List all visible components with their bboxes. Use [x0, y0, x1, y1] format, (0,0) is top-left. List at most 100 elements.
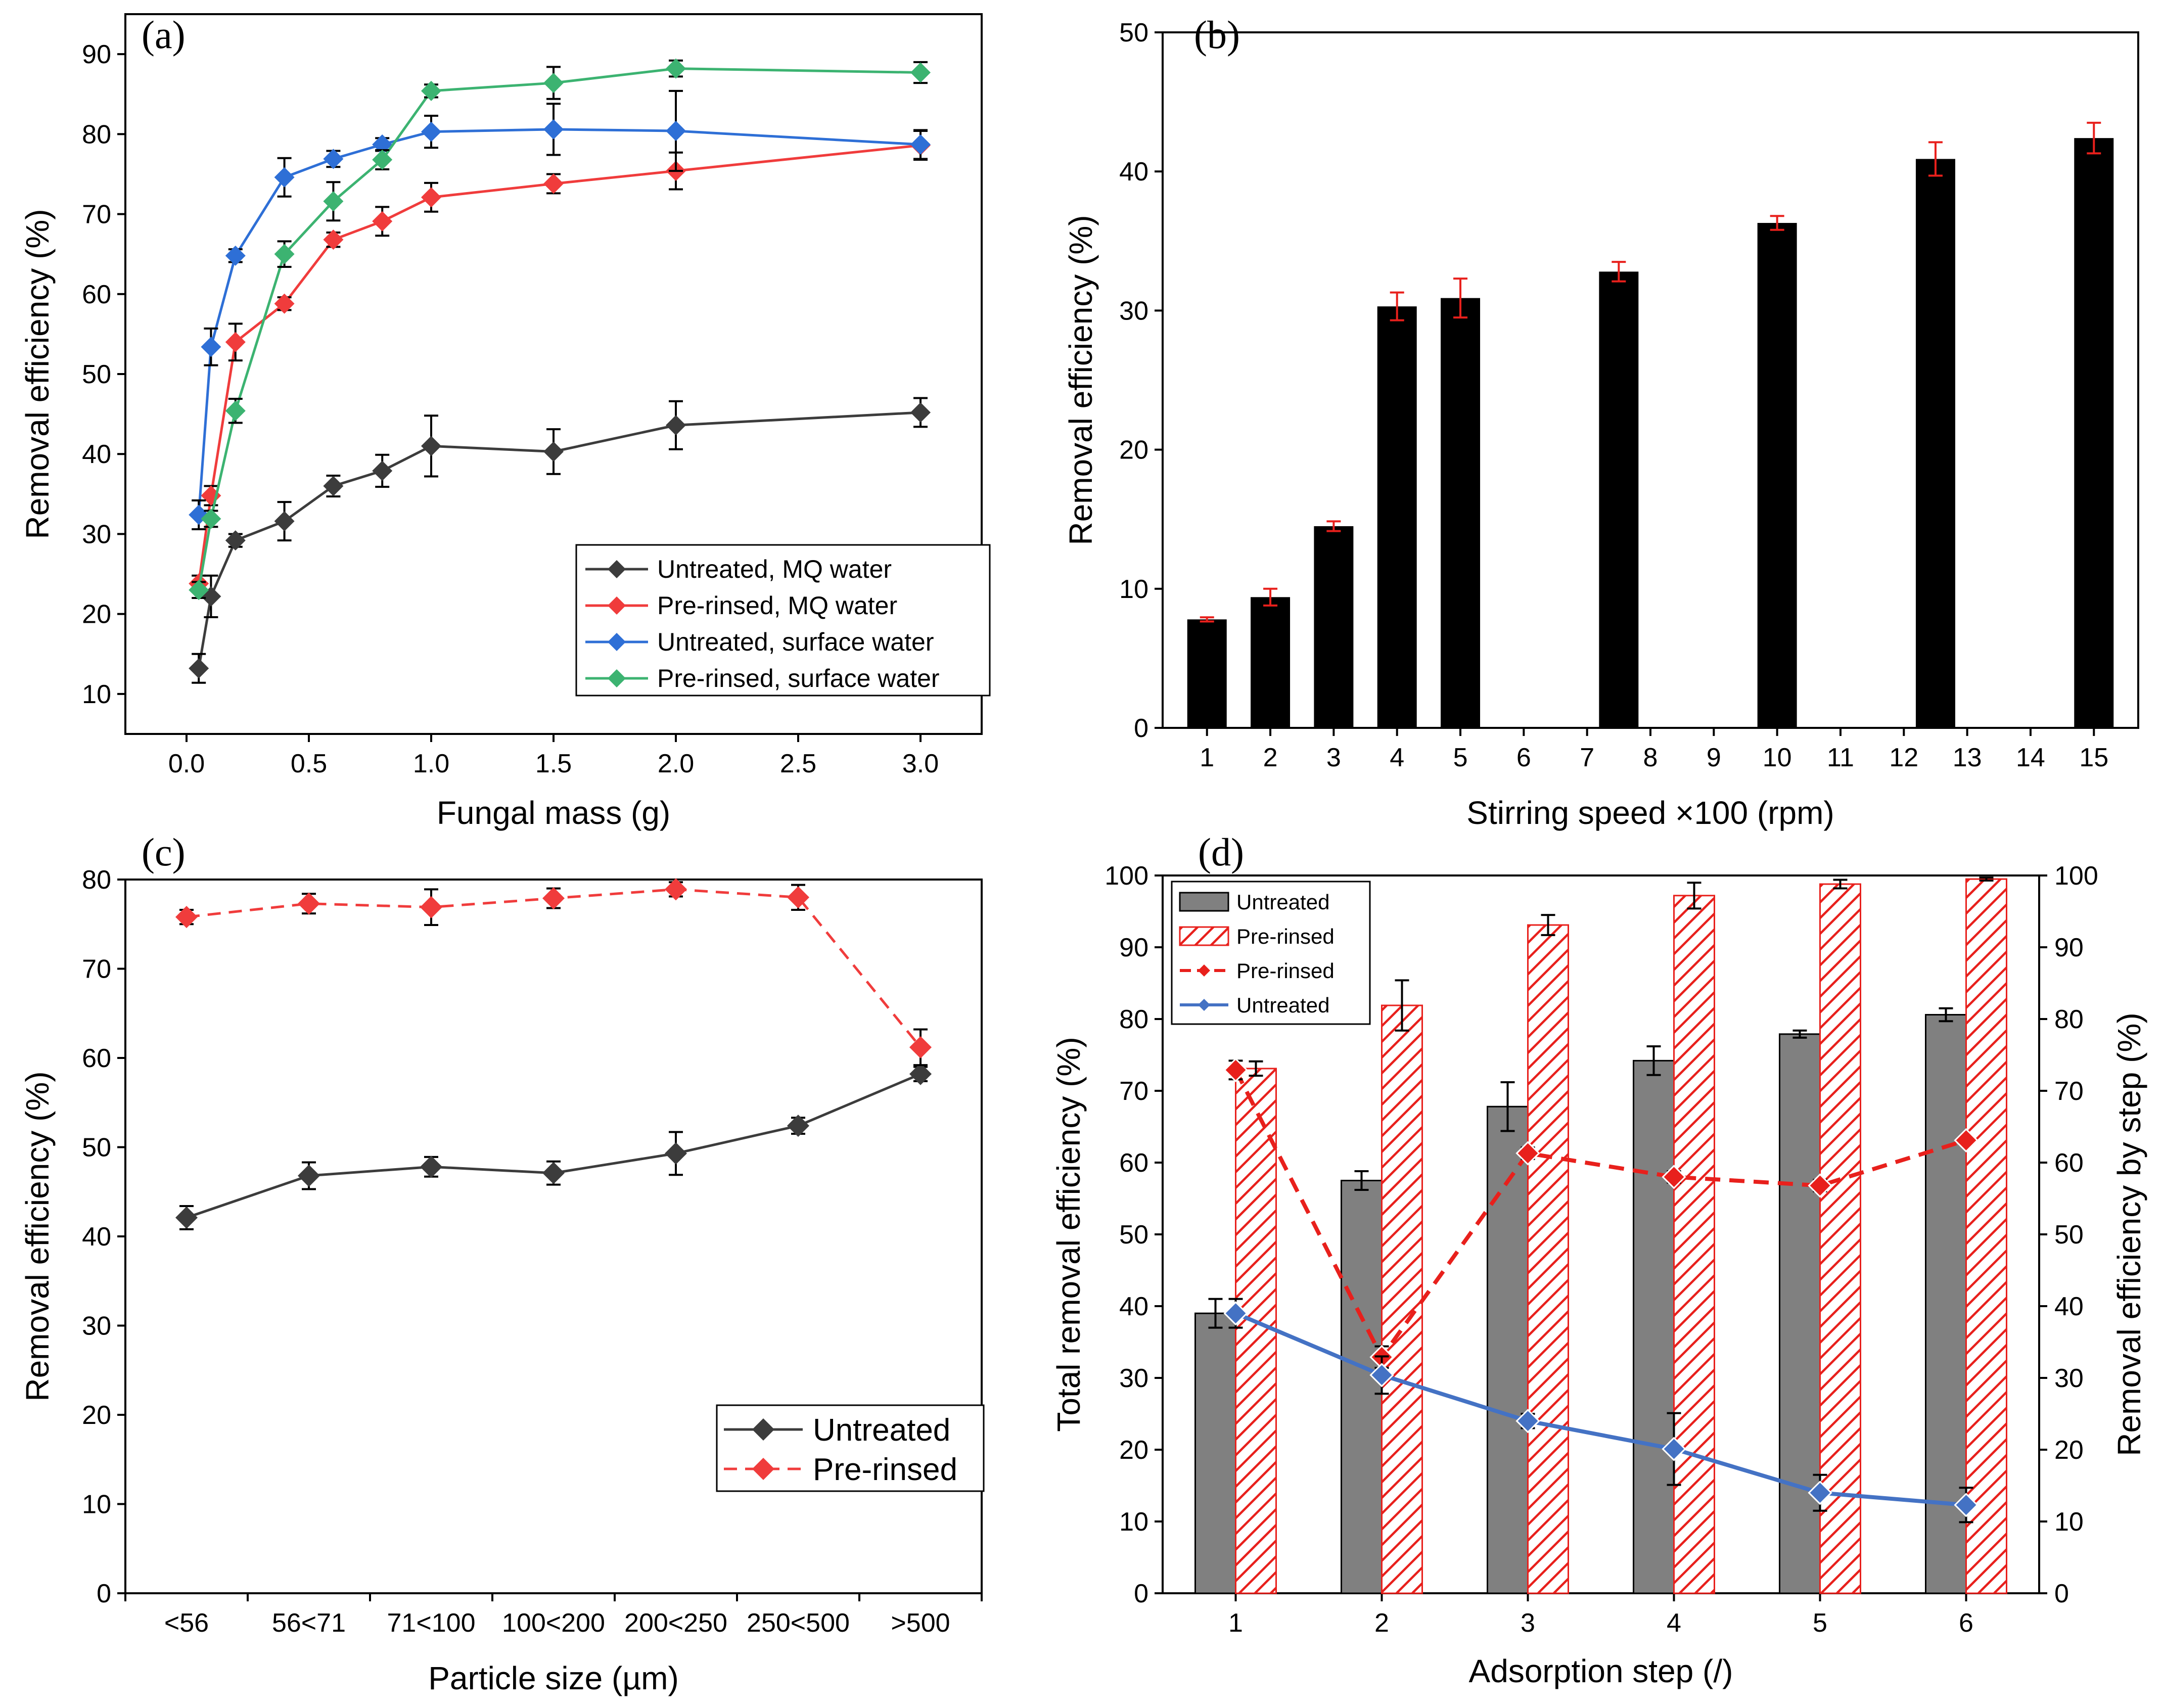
data-point — [372, 149, 393, 170]
y-tick-label: 50 — [82, 1133, 111, 1163]
x-tick-label: 2.5 — [780, 749, 816, 778]
legend-label: Untreated — [1236, 993, 1329, 1017]
bar — [2074, 138, 2114, 728]
series-line — [197, 411, 921, 669]
bar — [1915, 159, 1955, 728]
data-point — [1515, 1141, 1540, 1166]
y-axis-label: Removal efficiency (%) — [19, 1071, 56, 1401]
y-tick-label: 0 — [1134, 714, 1148, 743]
legend-marker — [752, 1458, 774, 1480]
x-tick-label: 4 — [1390, 743, 1404, 772]
y-tick-label: 80 — [1119, 1005, 1148, 1034]
panel-d: 0 0 10 10 20 20 30 30 40 40 50 50 60 60 70 70 80 80 90 90 10… — [1050, 830, 2147, 1689]
series-line — [197, 67, 921, 590]
y-right-tick-label: 60 — [2054, 1148, 2084, 1178]
error-bar — [1263, 587, 1278, 607]
series-0 — [189, 397, 931, 684]
x-tick-label: 11 — [1827, 743, 1854, 772]
y-right-tick-label: 20 — [2054, 1436, 2084, 1465]
x-tick-label: 6 — [1959, 1608, 1973, 1638]
legend-d: Untreated Pre-rinsed Pre-rinsed Untreated — [1171, 881, 1371, 1025]
legend-a: Untreated, MQ water Pre-rinsed, MQ water U… — [575, 544, 991, 697]
legend-marker — [752, 1418, 774, 1441]
legend-label: Pre-rinsed — [813, 1452, 957, 1487]
error-bar — [1792, 1029, 1807, 1039]
x-tick-label: >500 — [891, 1608, 950, 1638]
bar — [1599, 271, 1639, 728]
data-point — [910, 134, 931, 155]
data-point — [543, 73, 564, 94]
error-bar — [1453, 278, 1468, 319]
error-bar — [1208, 1298, 1223, 1329]
data-point — [909, 1036, 932, 1058]
y-tick-label: 80 — [82, 120, 111, 149]
x-tick-label: 10 — [1763, 743, 1792, 772]
data-point — [543, 441, 564, 462]
x-tick-label: 0.0 — [168, 749, 205, 778]
x-tick-label: 4 — [1667, 1608, 1681, 1638]
x-tick-label: 1.0 — [413, 749, 449, 778]
data-point — [1515, 1409, 1540, 1434]
y-tick-label: 60 — [82, 280, 111, 309]
x-tick-label: 5 — [1813, 1608, 1827, 1638]
data-point — [323, 149, 344, 169]
series-line — [1234, 1311, 1966, 1507]
line-series-0 — [1223, 1057, 1979, 1369]
data-point — [323, 229, 344, 250]
data-point — [1662, 1165, 1686, 1189]
y-right-tick-label: 50 — [2054, 1220, 2084, 1250]
error-bar — [1979, 876, 1994, 882]
legend-label: Untreated, MQ water — [657, 555, 892, 583]
data-point — [909, 1063, 932, 1085]
y-tick-label: 20 — [82, 1401, 111, 1430]
error-bar — [1354, 1170, 1369, 1191]
y-tick-label: 30 — [82, 520, 111, 549]
y-tick-label: 50 — [1119, 1220, 1148, 1250]
legend-label: Untreated — [813, 1413, 950, 1448]
error-bar — [1249, 1060, 1263, 1077]
y-tick-label: 50 — [1119, 18, 1148, 48]
data-point — [421, 121, 441, 142]
data-point — [542, 887, 565, 910]
error-bar — [1770, 215, 1784, 231]
y-tick-label: 70 — [1119, 1077, 1148, 1106]
data-point — [175, 1206, 198, 1229]
error-bar — [1390, 291, 1404, 321]
data-point — [201, 509, 221, 529]
data-point — [420, 1156, 442, 1178]
y-tick-label: 20 — [1119, 1436, 1148, 1465]
y-axis-label: Total removal efficiency (%) — [1050, 1037, 1087, 1432]
series-1 — [189, 130, 931, 594]
x-axis-label: Particle size (µm) — [428, 1660, 679, 1696]
line-series-1 — [1223, 1298, 1979, 1524]
x-tick-label: 6 — [1516, 743, 1531, 772]
legend-marker — [608, 560, 626, 578]
legend-marker — [608, 633, 626, 651]
x-tick-label: 14 — [2016, 743, 2045, 772]
data-point — [910, 402, 931, 423]
data-point — [543, 173, 564, 194]
error-bar — [1646, 1045, 1661, 1076]
panel-label: (d) — [1198, 830, 1244, 874]
data-point — [1223, 1057, 1248, 1082]
error-bar — [1928, 141, 1943, 177]
error-bar — [1541, 914, 1555, 936]
y-right-tick-label: 0 — [2054, 1579, 2069, 1608]
x-tick-label: 13 — [1953, 743, 1982, 772]
data-point — [298, 1164, 320, 1187]
data-point — [274, 511, 295, 532]
series-line — [1233, 1069, 1967, 1361]
y-tick-label: 50 — [82, 360, 111, 389]
legend-label: Pre-rinsed — [1236, 959, 1335, 983]
panel-c: 0 10 20 30 40 50 60 70 80 <56 56<71 71<100 100<200 20… — [19, 830, 985, 1696]
y-tick-label: 30 — [1119, 296, 1148, 326]
plot-frame-b — [1162, 31, 2139, 729]
x-tick-label: 250<500 — [747, 1608, 850, 1638]
y-right-axis-label: Removal efficiency by step (%) — [2111, 1012, 2147, 1456]
x-tick-label: 9 — [1707, 743, 1721, 772]
y-tick-label: 10 — [1119, 1507, 1148, 1537]
panel-a: 10 20 30 40 50 60 70 80 90 0.0 0.5 1.0 1.5 2.0 2.5 3.0 F… — [19, 13, 991, 831]
error-bar — [1500, 1081, 1515, 1132]
data-point — [372, 211, 393, 232]
